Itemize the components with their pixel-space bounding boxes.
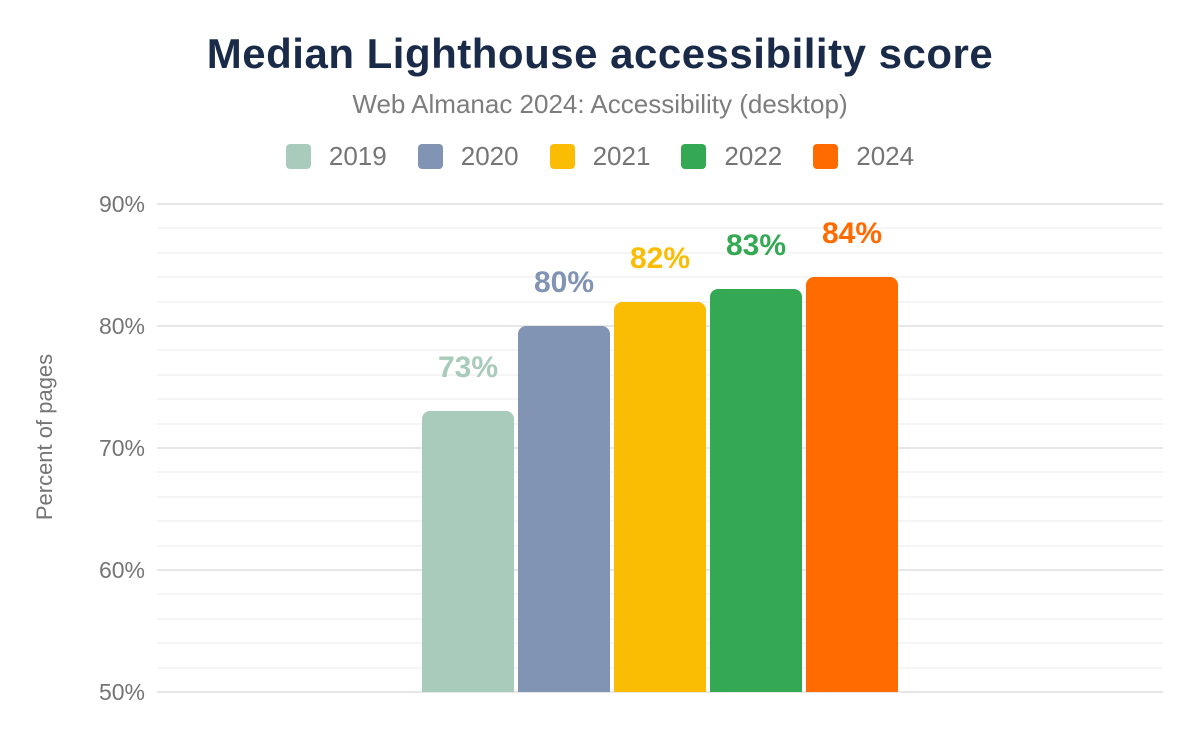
gridline-major	[157, 691, 1163, 693]
y-tick-label: 90%	[98, 191, 145, 217]
gridline-minor	[157, 227, 1163, 230]
legend-item-2024: 2024	[813, 141, 914, 172]
gridline-minor	[157, 276, 1163, 279]
y-tick-label: 50%	[98, 679, 145, 705]
legend-swatch	[813, 144, 839, 169]
legend-item-2019: 2019	[285, 141, 387, 172]
y-tick-label: 80%	[98, 313, 145, 339]
legend-label: 2024	[856, 141, 915, 171]
bar-value-label-2020: 80%	[533, 266, 595, 299]
legend-swatch	[417, 144, 443, 169]
legend-swatch	[285, 144, 311, 169]
bar-2019	[422, 411, 514, 692]
gridline-minor	[157, 300, 1163, 303]
chart-title: Median Lighthouse accessibility score	[206, 30, 994, 77]
legend-item-2020: 2020	[417, 141, 519, 172]
bar-value-label-2019: 73%	[437, 351, 499, 385]
gridline-minor	[157, 251, 1163, 254]
legend-item-2021: 2021	[549, 141, 651, 172]
legend-swatch	[549, 144, 575, 169]
legend-swatch	[681, 144, 707, 169]
legend-label: 2019	[328, 141, 387, 171]
y-tick-label: 70%	[98, 435, 145, 461]
legend-item-2022: 2022	[681, 141, 782, 172]
legend: 2019 2020 2021 2022 2024	[0, 141, 1200, 172]
bar-2021	[614, 301, 706, 692]
plot-area: 73% 80% 82% 83% 84%	[157, 203, 1163, 693]
legend-label: 2020	[460, 141, 519, 171]
y-tick-label: 60%	[98, 557, 145, 583]
legend-label: 2022	[724, 141, 783, 171]
bar-2022	[710, 289, 802, 692]
gridline-major	[157, 203, 1163, 205]
bar-value-label-2021: 82%	[629, 241, 691, 275]
legend-label: 2021	[592, 141, 651, 171]
chart-subtitle: Web Almanac 2024: Accessibility (desktop…	[352, 89, 848, 119]
bar-2020	[518, 326, 610, 692]
bar-value-label-2022: 83%	[725, 229, 787, 263]
bar-value-label-2024: 84%	[821, 217, 883, 251]
bar-2024	[806, 277, 898, 692]
